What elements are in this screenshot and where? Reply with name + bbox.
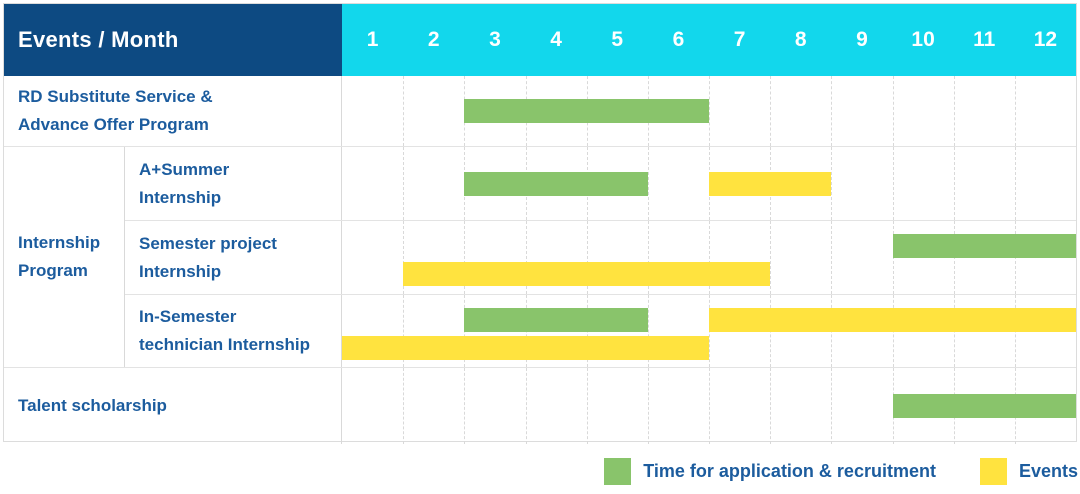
row-a-plus-summer-internship: A+Summer Internship xyxy=(125,147,1076,221)
group-label-internship-program: Internship Program xyxy=(4,147,125,367)
gantt-bar-application xyxy=(892,234,1076,258)
gantt-bar-event xyxy=(709,308,1076,332)
row-semester-project-internship: Semester project Internship xyxy=(125,221,1076,295)
legend: Time for application & recruitment Event… xyxy=(604,456,1078,486)
month-gridline-cell xyxy=(1014,147,1076,220)
table-header-row: Events / Month 1 2 3 4 5 6 7 8 9 10 11 1… xyxy=(4,4,1076,76)
gantt-bar-application xyxy=(464,308,648,332)
month-header-5: 5 xyxy=(611,28,624,51)
row-in-semester-technician-internship: In-Semester technician Internship xyxy=(125,295,1076,367)
gantt-bar-event xyxy=(403,262,771,286)
group-internship-program: Internship Program A+Summer Internship xyxy=(4,147,1076,368)
month-gridline-cell xyxy=(831,76,892,146)
row-label-in-semester-technician-internship: In-Semester technician Internship xyxy=(125,295,342,367)
gantt-bar-event xyxy=(709,171,832,196)
row-label-rd-substitute-service: RD Substitute Service & Advance Offer Pr… xyxy=(4,76,342,146)
row-talent-scholarship: Talent scholarship xyxy=(4,368,1076,444)
month-gridline-cell xyxy=(403,221,464,294)
timeline-talent-scholarship xyxy=(342,368,1076,444)
month-header-strip: 1 2 3 4 5 6 7 8 9 10 11 12 xyxy=(342,4,1076,76)
month-gridline-cell xyxy=(831,368,892,444)
month-header-1: 1 xyxy=(366,28,379,51)
month-header-8: 8 xyxy=(794,28,807,51)
row-rd-substitute-service: RD Substitute Service & Advance Offer Pr… xyxy=(4,76,1076,147)
month-gridline-cell xyxy=(647,295,709,367)
month-gridline-cell xyxy=(342,221,403,294)
row-label-talent-scholarship: Talent scholarship xyxy=(4,368,342,444)
month-gridline-cell xyxy=(342,147,403,220)
month-gridline-cell xyxy=(892,147,954,220)
month-gridline-cell xyxy=(709,221,770,294)
month-header-6: 6 xyxy=(672,28,685,51)
month-gridlines xyxy=(342,76,1076,146)
month-gridline-cell xyxy=(892,76,954,146)
month-gridline-cell xyxy=(342,368,403,444)
gantt-bar-event xyxy=(342,336,709,360)
month-gridline-cell xyxy=(770,221,831,294)
month-gridline-cell xyxy=(464,368,525,444)
events-month-header: Events / Month xyxy=(4,4,342,76)
row-label-semester-project-internship: Semester project Internship xyxy=(125,221,342,294)
month-gridline-cell xyxy=(525,368,587,444)
month-header-10: 10 xyxy=(911,28,935,51)
month-gridline-cell xyxy=(647,147,709,220)
month-header-9: 9 xyxy=(856,28,868,51)
legend-item-application: Time for application & recruitment xyxy=(604,457,936,485)
month-gridline-cell xyxy=(586,221,648,294)
month-gridline-cell xyxy=(403,368,464,444)
month-header-11: 11 xyxy=(973,28,996,51)
legend-label-events: Events xyxy=(1018,460,1078,481)
gantt-bar-application xyxy=(892,394,1076,418)
events-yellow-swatch-icon xyxy=(979,457,1007,485)
month-gridline-cell xyxy=(953,76,1015,146)
legend-label-application: Time for application & recruitment xyxy=(643,460,936,481)
gantt-bar-application xyxy=(464,171,648,196)
month-gridline-cell xyxy=(403,76,464,146)
gantt-bar-application xyxy=(464,99,709,123)
month-gridline-cell xyxy=(647,368,709,444)
month-header-3: 3 xyxy=(489,28,501,51)
month-gridline-cell xyxy=(709,76,770,146)
month-gridline-cell xyxy=(647,221,709,294)
month-header-4: 4 xyxy=(550,28,562,51)
timeline-rd-substitute-service xyxy=(342,76,1076,146)
month-gridline-cell xyxy=(403,295,464,367)
legend-item-events: Events xyxy=(979,457,1078,485)
internship-subrows: A+Summer Internship Semester project Int… xyxy=(125,147,1076,367)
timeline-a-plus-summer-internship xyxy=(342,147,1076,220)
month-gridline-cell xyxy=(709,368,770,444)
timeline-semester-project-internship xyxy=(342,221,1076,294)
month-gridline-cell xyxy=(342,76,403,146)
month-gridline-cell xyxy=(586,368,648,444)
month-header-7: 7 xyxy=(733,28,746,51)
month-header-2: 2 xyxy=(427,28,440,51)
application-green-swatch-icon xyxy=(604,457,632,485)
month-gridline-cell xyxy=(525,221,587,294)
schedule-table: Events / Month 1 2 3 4 5 6 7 8 9 10 11 1… xyxy=(3,3,1077,444)
month-gridline-cell xyxy=(953,147,1015,220)
month-gridline-cell xyxy=(770,76,831,146)
row-label-a-plus-summer-internship: A+Summer Internship xyxy=(125,147,342,220)
month-gridline-cell xyxy=(464,221,525,294)
month-gridline-cell xyxy=(831,147,892,220)
month-gridline-cell xyxy=(1014,76,1076,146)
month-header-12: 12 xyxy=(1033,28,1058,51)
month-gridline-cell xyxy=(831,221,892,294)
timeline-in-semester-technician-internship xyxy=(342,295,1076,367)
table-body: RD Substitute Service & Advance Offer Pr… xyxy=(4,76,1076,444)
month-gridline-cell xyxy=(403,147,464,220)
month-gridline-cell xyxy=(770,368,831,444)
